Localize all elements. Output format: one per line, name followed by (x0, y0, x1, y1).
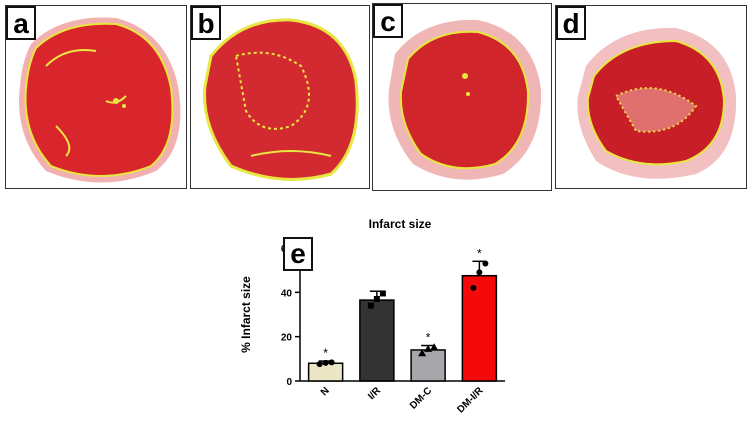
point-2-2 (430, 343, 439, 351)
chart-title: Infarct size (369, 217, 432, 231)
y-axis-label: % Infarct size (239, 276, 253, 353)
panel-letter-e: e (283, 237, 313, 271)
bar-2 (410, 349, 446, 382)
y-tick-label-2: 40 (281, 288, 293, 299)
bar-1 (359, 299, 395, 382)
x-tick-label-2: DM-C (408, 385, 434, 411)
point-1-2 (379, 290, 386, 297)
x-tick-label-1: I/R (366, 385, 383, 402)
heart-slice-image-c (388, 19, 542, 180)
point-2-0 (418, 349, 427, 357)
heart-slice-image-b (203, 18, 359, 181)
point-0-2 (328, 359, 335, 366)
photo-panel-c: c (372, 3, 552, 191)
y-tick-label-0: 0 (286, 377, 292, 388)
panel-letter-a: a (6, 6, 36, 40)
point-1-0 (367, 302, 374, 309)
point-3-0 (470, 284, 477, 291)
x-tick-label-3: DM-I/R (455, 385, 486, 416)
photo-panel-a: a (5, 5, 187, 189)
point-1-1 (373, 295, 380, 302)
y-tick-label-1: 20 (281, 333, 293, 344)
point-0-1 (322, 359, 329, 366)
x-tick-label-0: N (319, 385, 332, 398)
significance-mark-3: * (477, 246, 482, 260)
point-3-1 (476, 269, 483, 276)
bar-0 (307, 362, 344, 382)
heart-slice-image-d (577, 27, 737, 179)
heart-slice-image-a (19, 17, 181, 183)
photo-panel-b: b (190, 5, 370, 189)
photo-panel-d: d (555, 5, 747, 189)
panel-letter-b: b (191, 6, 221, 40)
bar-3 (461, 274, 498, 382)
significance-mark-2: * (426, 331, 431, 345)
point-2-1 (424, 344, 433, 352)
panel-letter-c: c (373, 4, 403, 38)
point-3-2 (482, 260, 489, 267)
point-0-0 (316, 361, 323, 368)
significance-mark-0: * (323, 346, 328, 360)
panel-letter-d: d (556, 6, 586, 40)
